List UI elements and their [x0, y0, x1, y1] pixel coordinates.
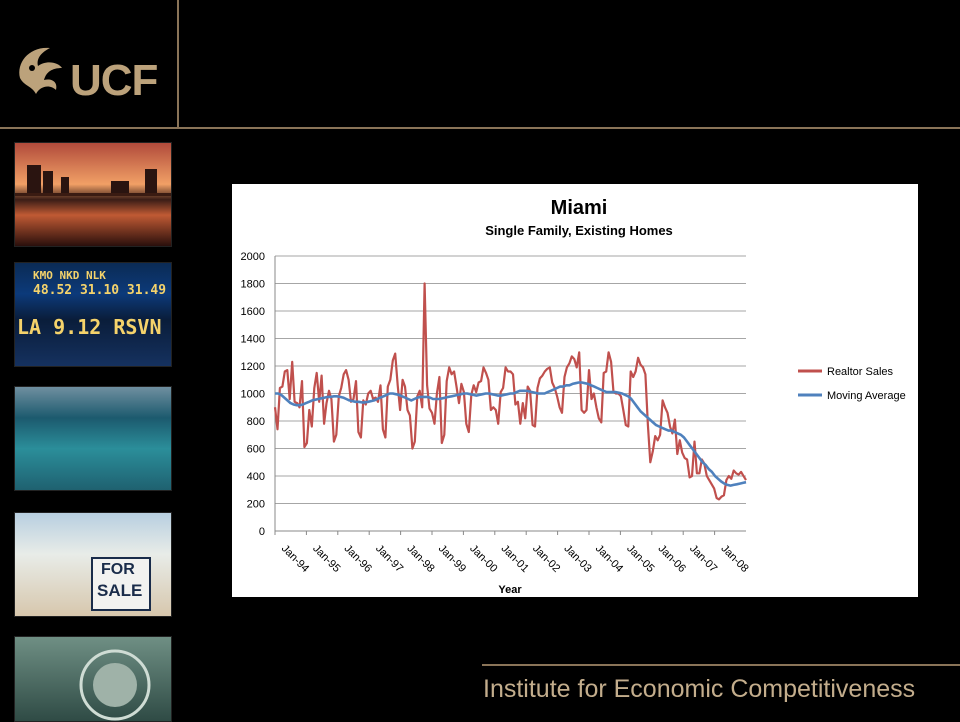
chart-panel: Miami Single Family, Existing Homes 0 200… — [232, 184, 918, 597]
x-tick-label: Jan-07 — [687, 543, 719, 575]
ticker-symbols: KMO NKD NLK — [33, 269, 106, 282]
y-tick-label: 1000 — [241, 389, 265, 401]
y-axis-ticks: 0 200 400 600 800 1000 1200 1400 1600 1800 2000 — [241, 251, 265, 538]
skyline-icon — [15, 165, 171, 196]
x-tick-label: Jan-99 — [436, 543, 468, 575]
ticker-values: 48.52 31.10 31.49 — [33, 283, 167, 298]
y-tick-label: 1400 — [241, 334, 265, 346]
x-tick-label: Jan-01 — [499, 543, 531, 575]
x-tick-label: Jan-04 — [593, 543, 625, 575]
y-tick-label: 200 — [247, 499, 265, 511]
chart-title: Miami — [551, 197, 608, 219]
for-text: FOR — [101, 561, 135, 578]
series-lines — [273, 282, 747, 501]
thumbnail-aerial-coast — [14, 386, 172, 491]
x-tick-label: Jan-06 — [656, 543, 688, 575]
ticker-row2: LA 9.12 RSVN — [17, 315, 162, 339]
gridlines — [274, 255, 746, 532]
x-tick-label: Jan-03 — [561, 543, 593, 575]
x-tick-label: Jan-95 — [310, 543, 342, 575]
thumbnail-sunset-skyline — [14, 142, 172, 247]
chart-subtitle: Single Family, Existing Homes — [485, 223, 673, 238]
series-line-moving-average — [275, 381, 747, 487]
pegasus-icon — [19, 47, 62, 94]
y-tick-label: 1200 — [241, 361, 265, 373]
sale-text: SALE — [97, 581, 143, 600]
x-tick-label: Jan-05 — [624, 543, 656, 575]
y-tick-label: 0 — [259, 526, 265, 538]
y-tick-label: 2000 — [241, 251, 265, 263]
thumbnail-dollar-bill — [14, 636, 172, 722]
x-tick-label: Jan-94 — [279, 543, 311, 575]
footer-title: Institute for Economic Competitiveness — [483, 675, 916, 703]
y-tick-label: 400 — [247, 471, 265, 483]
x-tick-label: Jan-08 — [718, 543, 750, 575]
series-line-realtor-sales — [273, 282, 747, 501]
x-axis-ticks: Jan-94 Jan-95 Jan-96 Jan-97 Jan-98 Jan-99 Jan-… — [274, 531, 751, 575]
thumbnail-for-sale-house: FOR SALE — [14, 512, 172, 617]
legend-label: Realtor Sales — [827, 366, 894, 378]
ucf-logo-text: UCF — [70, 56, 158, 105]
thumbnail-stock-ticker: KMO NKD NLK 48.52 31.10 31.49 LA 9.12 RS… — [14, 262, 172, 367]
x-tick-label: Jan-98 — [404, 543, 436, 575]
great-seal-icon — [79, 649, 151, 721]
x-tick-label: Jan-96 — [342, 543, 374, 575]
y-tick-label: 1600 — [241, 306, 265, 318]
y-tick-label: 600 — [247, 444, 265, 456]
header-divider-horizontal — [0, 127, 960, 129]
x-tick-label: Jan-97 — [373, 543, 405, 575]
for-sale-sign: FOR SALE — [91, 557, 151, 611]
y-tick-label: 800 — [247, 416, 265, 428]
ucf-logo — [12, 38, 172, 104]
y-tick-label: 1800 — [241, 279, 265, 291]
x-axis-label: Year — [498, 584, 522, 596]
header-divider-vertical — [177, 0, 179, 128]
line-chart: Miami Single Family, Existing Homes 0 200… — [241, 197, 906, 596]
legend-label: Moving Average — [827, 390, 906, 402]
x-tick-label: Jan-00 — [467, 543, 499, 575]
legend: Realtor Sales Moving Average — [798, 366, 906, 402]
footer-divider — [482, 664, 960, 666]
x-tick-label: Jan-02 — [530, 543, 562, 575]
